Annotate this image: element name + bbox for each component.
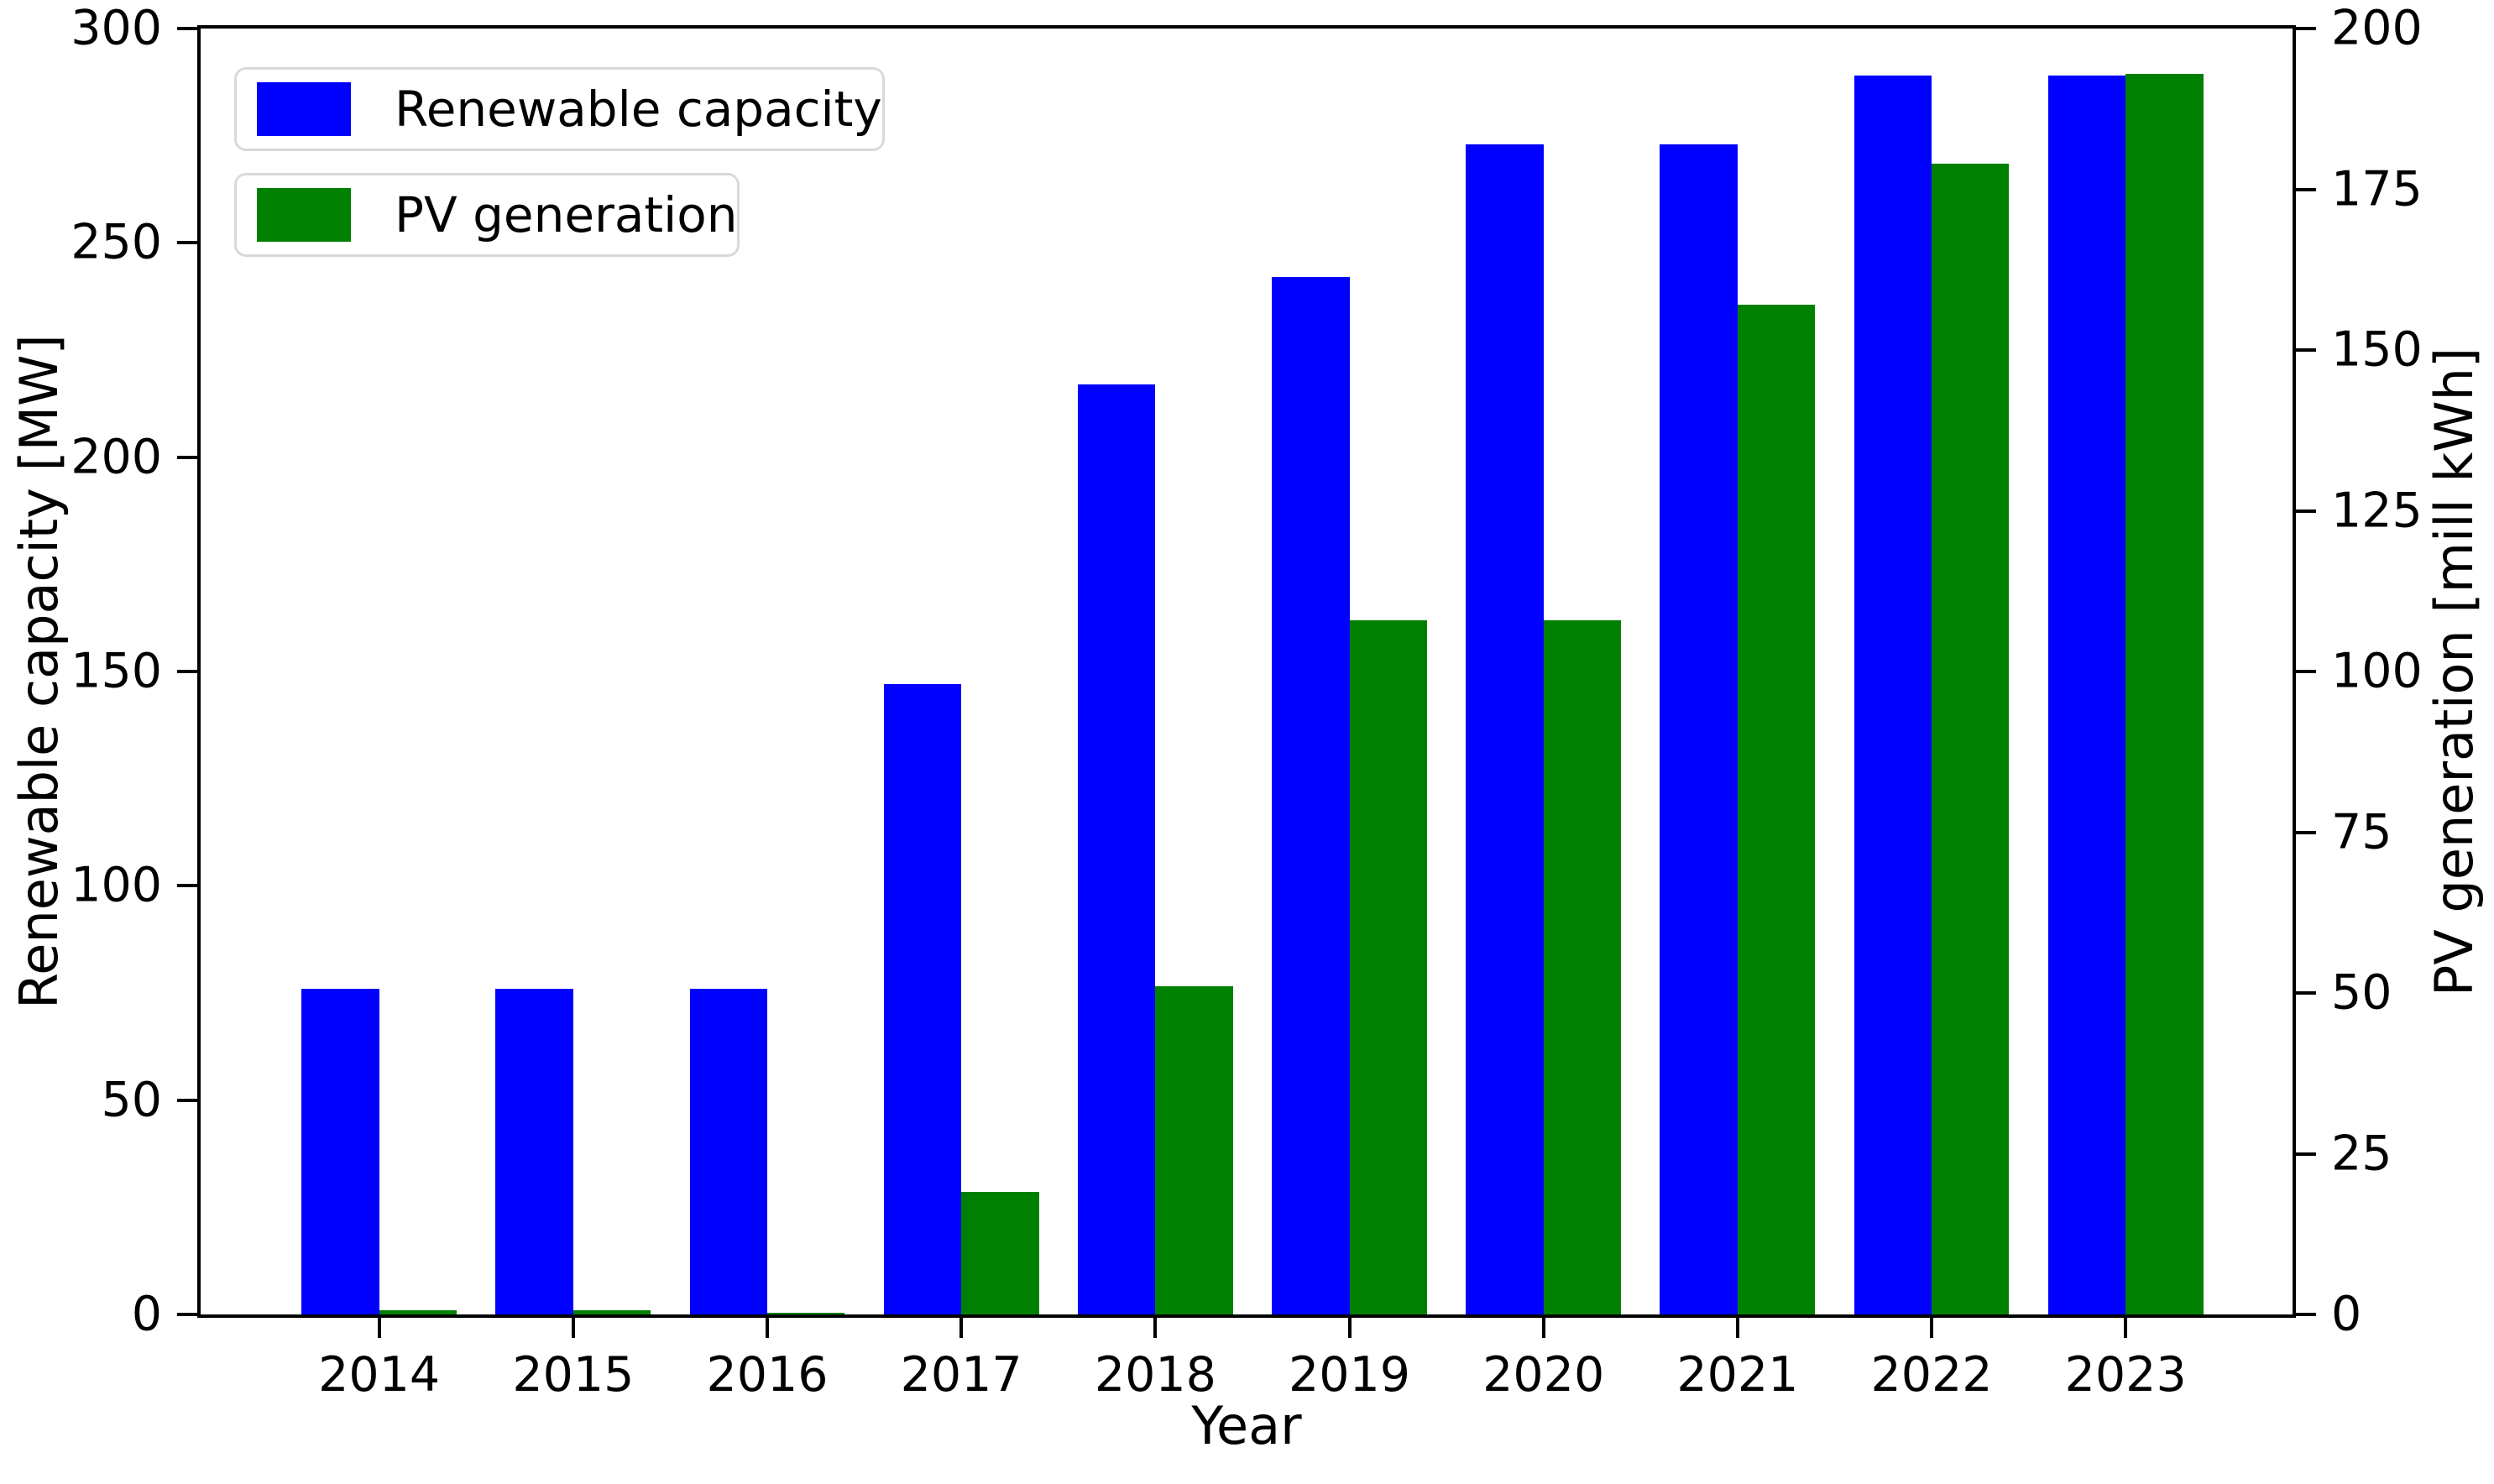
y-tick-label-left-300: 300	[71, 0, 162, 56]
y-tick-label-right-50: 50	[2331, 964, 2392, 1021]
y-tick-right-100	[2296, 670, 2316, 673]
bar-renewable-capacity-2023	[2047, 76, 2126, 1314]
y-tick-left-300	[177, 27, 197, 30]
y-tick-left-50	[177, 1098, 197, 1102]
bar-pv-generation-2019	[1349, 619, 1427, 1314]
legend-item-pv-generation: PV generation	[234, 173, 740, 257]
y-tick-right-75	[2296, 830, 2316, 834]
x-tick-label-2014: 2014	[318, 1347, 441, 1403]
y-tick-right-150	[2296, 348, 2316, 352]
x-tick-2017	[959, 1318, 964, 1338]
bar-renewable-capacity-2018	[1077, 384, 1156, 1314]
bar-pv-generation-2015	[573, 1310, 651, 1314]
x-tick-2015	[571, 1318, 575, 1338]
y-tick-right-125	[2296, 509, 2316, 513]
y-axis-label-right: PV generation [mill kWh]	[2423, 347, 2485, 996]
y-tick-label-left-200: 200	[71, 429, 162, 485]
x-tick-label-2021: 2021	[1676, 1347, 1799, 1403]
x-tick-2020	[1541, 1318, 1545, 1338]
y-tick-left-250	[177, 241, 197, 245]
bar-renewable-capacity-2014	[301, 988, 379, 1314]
x-tick-2018	[1153, 1318, 1158, 1338]
plot-area: Renewable capacity PV generation 0 50 100 1…	[71, 4, 2423, 1399]
bar-pv-generation-2014	[379, 1310, 457, 1314]
y-tick-right-200	[2296, 27, 2316, 30]
bar-renewable-capacity-2021	[1660, 144, 1738, 1314]
y-tick-label-right-100: 100	[2331, 643, 2423, 699]
x-tick-label-2015: 2015	[512, 1347, 635, 1403]
y-tick-right-25	[2296, 1152, 2316, 1156]
x-axis-label: Year	[1191, 1395, 1302, 1456]
y-tick-label-left-50: 50	[101, 1072, 162, 1128]
y-tick-label-right-200: 200	[2331, 0, 2423, 56]
bar-pv-generation-2017	[961, 1192, 1039, 1314]
y-tick-label-left-100: 100	[71, 857, 162, 913]
bar-pv-generation-2020	[1543, 619, 1622, 1314]
x-tick-label-2020: 2020	[1482, 1347, 1605, 1403]
x-tick-2022	[1930, 1318, 1934, 1338]
x-tick-label-2016: 2016	[706, 1347, 829, 1403]
y-tick-left-0	[177, 1313, 197, 1316]
bar-renewable-capacity-2015	[495, 988, 573, 1314]
bar-pv-generation-2023	[2125, 73, 2204, 1314]
y-tick-right-50	[2296, 991, 2316, 995]
y-tick-label-right-75: 75	[2331, 804, 2392, 860]
bar-renewable-capacity-2017	[883, 684, 962, 1314]
legend-label-renewable-capacity: Renewable capacity	[395, 81, 882, 138]
y-tick-right-175	[2296, 187, 2316, 191]
x-tick-label-2023: 2023	[2064, 1347, 2187, 1403]
y-tick-label-right-25: 25	[2331, 1126, 2392, 1181]
x-tick-2023	[2124, 1318, 2128, 1338]
x-tick-2019	[1347, 1318, 1352, 1338]
legend-item-renewable-capacity: Renewable capacity	[234, 67, 885, 151]
x-tick-label-2018: 2018	[1094, 1347, 1216, 1403]
legend-label-pv-generation: PV generation	[395, 186, 738, 243]
bar-renewable-capacity-2019	[1272, 277, 1350, 1314]
y-tick-left-200	[177, 455, 197, 459]
x-tick-label-2022: 2022	[1870, 1347, 1993, 1403]
x-tick-label-2017: 2017	[900, 1347, 1022, 1403]
y-tick-label-left-150: 150	[71, 643, 162, 699]
y-tick-label-right-175: 175	[2331, 161, 2423, 217]
legend-swatch-blue	[257, 82, 351, 136]
y-tick-label-right-150: 150	[2331, 321, 2423, 378]
y-tick-right-0	[2296, 1313, 2316, 1316]
legend-swatch-green	[257, 188, 351, 242]
y-tick-left-150	[177, 670, 197, 673]
bar-renewable-capacity-2020	[1466, 144, 1544, 1314]
x-tick-2016	[766, 1318, 769, 1338]
bar-renewable-capacity-2022	[1854, 76, 1932, 1314]
y-tick-label-right-0: 0	[2331, 1286, 2362, 1342]
bar-pv-generation-2018	[1155, 986, 1233, 1314]
y-tick-left-100	[177, 884, 197, 888]
bar-renewable-capacity-2016	[689, 988, 767, 1314]
y-tick-label-right-125: 125	[2331, 483, 2423, 538]
y-tick-label-left-250: 250	[71, 214, 162, 270]
y-axis-label-left: Renewable capacity [MW]	[8, 334, 70, 1009]
x-tick-2014	[377, 1318, 381, 1338]
bar-pv-generation-2016	[767, 1312, 845, 1314]
y-tick-label-left-0: 0	[131, 1286, 162, 1342]
bar-pv-generation-2021	[1737, 305, 1816, 1314]
x-tick-label-2019: 2019	[1288, 1347, 1411, 1403]
bar-pv-generation-2022	[1932, 163, 2010, 1314]
x-tick-2021	[1735, 1318, 1739, 1338]
